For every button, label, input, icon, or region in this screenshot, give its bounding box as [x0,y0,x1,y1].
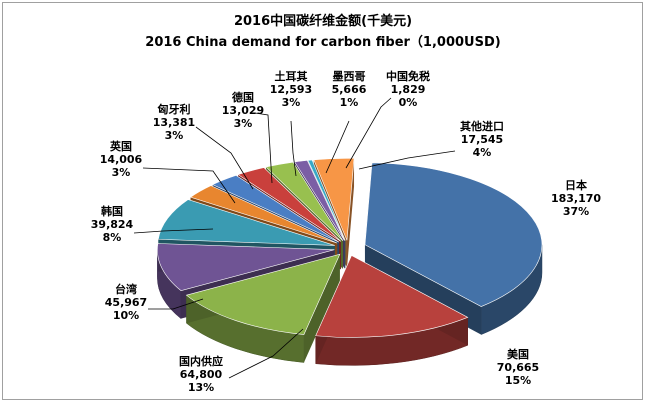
slice-top [157,199,335,246]
leader-line [358,150,456,170]
slice-top [185,253,341,335]
slice-label: 英国 14,006 3% [100,139,143,179]
slice-percent: 0% [399,96,418,109]
pie-slices [157,158,543,366]
leader-line [142,167,236,204]
slice-name: 美国 [507,347,529,361]
slice-value: 64,800 [180,368,223,381]
slice-percent: 37% [563,205,589,218]
slice-value: 13,381 [153,116,195,129]
slice-top [237,167,342,242]
slice-value: 17,545 [461,133,503,146]
slice-value: 1,829 [391,83,426,96]
pie-slice [315,255,469,366]
slice-percent: 3% [165,129,184,142]
slice-label: 墨西哥 5,666 1% [332,70,367,109]
slice-label: 韩国 39,824 8% [91,204,134,244]
slice-label: 土耳其 12,593 3% [270,69,312,109]
chart-subtitle: 2016 China demand for carbon fiber（1,000… [145,34,500,50]
slice-top [211,175,340,243]
slice-name: 日本 [565,178,587,192]
slice-value: 5,666 [332,83,367,96]
slice-label: 其他进口 17,545 4% [460,119,504,159]
slice-top [313,158,355,241]
pie-chart: 2016中国碳纤维金额(千美元) 2016 China demand for c… [91,13,602,394]
slice-label: 中国免税 1,829 0% [386,69,430,109]
slice-labels: 日本 183,170 37% 美国 70,665 15% 国内供应 64,800 13% 台湾 45… [91,69,602,394]
chart-title: 2016中国碳纤维金额(千美元) [234,13,412,29]
slice-percent: 13% [188,381,214,394]
slice-name: 台湾 [115,282,137,296]
slice-top [315,255,469,338]
slice-value: 12,593 [270,83,312,96]
slice-name: 土耳其 [275,69,308,83]
slice-name: 中国免税 [386,69,430,83]
slice-wall [346,158,355,269]
leader-line [195,126,254,190]
slice-percent: 1% [340,96,359,109]
slice-top [157,243,335,291]
slice-label: 德国 13,029 3% [222,90,264,130]
leader-line [228,328,304,379]
slice-percent: 3% [112,166,131,179]
leader-line [290,120,297,177]
leader-line [133,228,214,234]
slice-value: 13,029 [222,104,264,117]
slice-name: 德国 [231,90,254,104]
slice-value: 45,967 [105,296,147,309]
slice-label: 匈牙利 13,381 3% [153,102,195,142]
slice-percent: 8% [103,231,122,244]
slice-value: 183,170 [551,192,601,205]
slice-name: 匈牙利 [158,102,191,116]
slice-top [294,160,345,241]
slice-name: 墨西哥 [333,70,366,83]
slice-name: 国内供应 [179,354,223,368]
slice-value: 70,665 [497,361,539,374]
slice-value: 39,824 [91,218,134,231]
slice-top [307,159,346,241]
slice-value: 14,006 [100,153,143,166]
slice-percent: 3% [234,117,253,130]
slice-percent: 3% [282,96,301,109]
leader-line [254,112,273,184]
leader-line [148,298,204,310]
slice-percent: 15% [505,374,531,387]
pie-slice [185,253,341,363]
slice-label: 美国 70,665 15% [497,347,539,387]
slice-name: 英国 [109,139,132,153]
slice-label: 台湾 45,967 10% [105,282,147,322]
leader-lines [133,97,456,379]
slice-top [364,162,543,307]
leader-line [325,120,350,174]
slice-top [265,161,344,242]
leader-line [345,97,392,169]
slice-name: 韩国 [101,204,123,218]
slice-name: 其他进口 [460,119,504,133]
slice-percent: 4% [473,146,492,159]
slice-top [189,185,338,244]
slice-label: 日本 183,170 37% [551,178,601,218]
chart-frame: 2016中国碳纤维金额(千美元) 2016 China demand for c… [2,2,643,400]
slice-percent: 10% [113,309,139,322]
slice-label: 国内供应 64,800 13% [179,354,223,394]
